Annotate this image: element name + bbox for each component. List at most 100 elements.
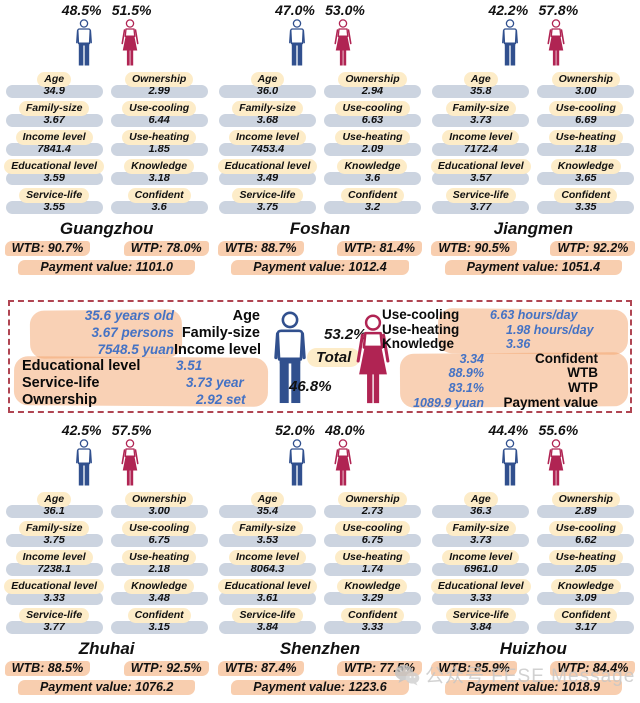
stat-grid: Age 36.0 Family-size 3.68 Income level 7… [217, 72, 421, 217]
total-use-heating-value: 1.98 hours/day [506, 322, 594, 337]
wtb-wtp-row: WTB: 90.7% WTP: 78.0% [4, 241, 209, 256]
stat-label: Knowledge [337, 159, 408, 174]
stat-value: 2.73 [323, 505, 421, 518]
stat-label: Age [463, 72, 498, 87]
male-percentage: 42.5% [61, 422, 102, 438]
stat-value: 3.84 [432, 621, 530, 634]
total-use-cooling-value: 6.63 hours/day [490, 308, 578, 322]
total-wtp-value: 83.1% [448, 380, 484, 395]
stat-value: 3.6 [110, 201, 208, 214]
stat-item: Confident 3.15 [110, 608, 208, 634]
stat-value: 2.09 [323, 143, 421, 156]
male-icon-total [274, 311, 306, 404]
total-service-life-value: 3.73 year [186, 375, 244, 391]
stat-column-left: Age 36.3 Family-size 3.73 Income level 6… [430, 492, 531, 637]
wtp-value: WTP: 78.0% [123, 241, 209, 256]
city-block: 47.0% 53.0% [213, 0, 426, 275]
male-percentage: 44.4% [488, 422, 529, 438]
payment-row: Payment value: 1223.6 [231, 680, 409, 695]
wtb-value: WTB: 85.9% [431, 661, 517, 676]
stat-column-right: Ownership 2.94 Use-cooling 6.63 Use-heat… [323, 72, 421, 217]
total-education-value: 3.51 [176, 358, 203, 374]
payment-value: Payment value: 1012.4 [231, 260, 409, 275]
payment-value: Payment value: 1051.4 [444, 260, 623, 275]
stat-value: 3.29 [323, 592, 421, 605]
stat-label: Income level [15, 550, 93, 565]
stat-label: Educational level [217, 159, 318, 174]
stat-value: 7172.4 [432, 143, 530, 156]
stat-label: Family-size [232, 521, 303, 536]
payment-value: Payment value: 1076.2 [17, 680, 196, 695]
stat-item: Confident 3.17 [537, 608, 635, 634]
stat-label: Knowledge [124, 579, 195, 594]
stat-item: Confident 3.35 [537, 188, 635, 214]
wtb-wtp-row: WTB: 85.9% WTP: 84.4% [431, 661, 636, 676]
stat-label: Confident [340, 188, 404, 203]
stat-value: 3.68 [218, 114, 316, 127]
stat-item: Educational level 3.61 [217, 579, 318, 605]
gender-figures [499, 19, 567, 67]
stat-label: Service-life [19, 608, 90, 623]
stat-value: 2.99 [110, 85, 208, 98]
stat-item: Knowledge 3.48 [110, 579, 208, 605]
gender-percentages: 42.2% 57.8% [483, 2, 583, 18]
stat-item: Educational level 3.49 [217, 159, 318, 185]
city-name: Jiangmen [493, 219, 573, 238]
stat-column-left: Age 36.1 Family-size 3.75 Income level 7… [4, 492, 105, 637]
gender-figures [499, 439, 567, 487]
wtp-value: WTP: 77.5% [337, 661, 422, 676]
stat-value: 3.49 [218, 172, 316, 185]
male-percentage: 52.0% [275, 422, 315, 438]
stat-value: 6.69 [537, 114, 635, 127]
gender-percentages: 48.5% 51.5% [57, 2, 157, 18]
stat-value: 3.33 [5, 592, 103, 605]
stat-label: Family-size [18, 101, 90, 116]
stat-item: Ownership 2.73 [323, 492, 421, 518]
stat-value: 36.3 [432, 505, 530, 518]
stat-column-right: Ownership 3.00 Use-cooling 6.75 Use-heat… [110, 492, 208, 637]
city-block: 42.2% 57.8% [427, 0, 640, 275]
stat-value: 2.18 [537, 143, 635, 156]
wtb-value: WTB: 88.7% [217, 241, 304, 256]
total-family-size-label: Family-size [181, 324, 260, 341]
stat-item: Ownership 2.94 [323, 72, 421, 98]
stat-item: Income level 7841.4 [5, 130, 103, 156]
stat-label: Service-life [232, 608, 303, 623]
payment-value: Payment value: 1018.9 [444, 680, 623, 695]
wtp-value: WTP: 84.4% [550, 661, 636, 676]
stat-item: Age 35.4 [218, 492, 316, 518]
total-ownership-value: 2.92 set [196, 391, 246, 407]
stat-value: 3.77 [432, 201, 530, 214]
total-wtb-value: 88.9% [448, 366, 484, 381]
stat-item: Age 35.8 [432, 72, 530, 98]
stat-value: 35.4 [218, 505, 316, 518]
gender-figures [286, 19, 354, 67]
stat-item: Age 36.3 [432, 492, 530, 518]
female-icon [121, 439, 139, 486]
stat-value: 3.53 [218, 534, 316, 547]
stat-item: Income level 7453.4 [218, 130, 316, 156]
stat-label: Use-heating [548, 130, 623, 145]
stat-item: Family-size 3.73 [432, 101, 530, 127]
male-icon [502, 19, 519, 66]
stat-value: 3.15 [110, 621, 208, 634]
city-block: 48.5% 51.5% [0, 0, 213, 275]
stat-label: Ownership [125, 492, 194, 507]
city-name: Foshan [289, 219, 351, 238]
stat-item: Ownership 2.99 [110, 72, 208, 98]
stat-label: Confident [127, 608, 191, 623]
stat-item: Service-life 3.84 [432, 608, 530, 634]
stat-item: Use-heating 2.09 [323, 130, 421, 156]
total-education-label: Educational level [22, 358, 141, 375]
stat-item: Use-cooling 6.44 [110, 101, 208, 127]
stat-item: Confident 3.2 [323, 188, 421, 214]
wtb-wtp-row: WTB: 87.4% WTP: 77.5% [217, 661, 422, 676]
gender-percentages: 47.0% 53.0% [270, 2, 370, 18]
payment-value: Payment value: 1101.0 [18, 260, 195, 275]
male-percentage: 47.0% [275, 2, 315, 18]
stat-value: 3.2 [323, 201, 421, 214]
stat-item: Age 34.9 [5, 72, 103, 98]
male-icon [289, 439, 305, 486]
payment-row: Payment value: 1018.9 [444, 680, 623, 695]
stat-label: Ownership [125, 72, 194, 87]
